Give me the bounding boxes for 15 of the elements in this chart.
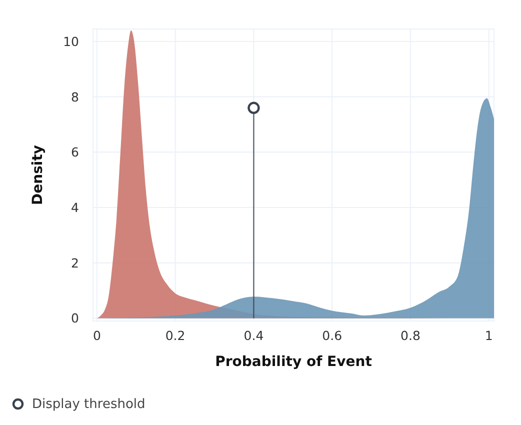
y-tick-label: 4 — [71, 200, 80, 216]
y-tick-label: 10 — [63, 34, 80, 49]
y-tick-label: 0 — [71, 310, 80, 326]
x-tick-label: 0.6 — [322, 328, 342, 343]
y-tick-label: 2 — [71, 255, 79, 270]
x-tick-label: 0 — [92, 328, 101, 343]
legend-label: Display threshold — [32, 397, 146, 412]
x-tick-label: 0.4 — [244, 328, 264, 343]
y-tick-label: 6 — [71, 144, 80, 160]
x-axis-title: Probability of Event — [215, 354, 372, 370]
y-axis-title: Density — [30, 144, 46, 206]
x-tick-label: 1 — [484, 328, 493, 343]
x-tick-label: 0.2 — [165, 328, 186, 343]
y-tick-label: 8 — [71, 89, 80, 104]
x-tick-label: 0.8 — [400, 328, 420, 343]
